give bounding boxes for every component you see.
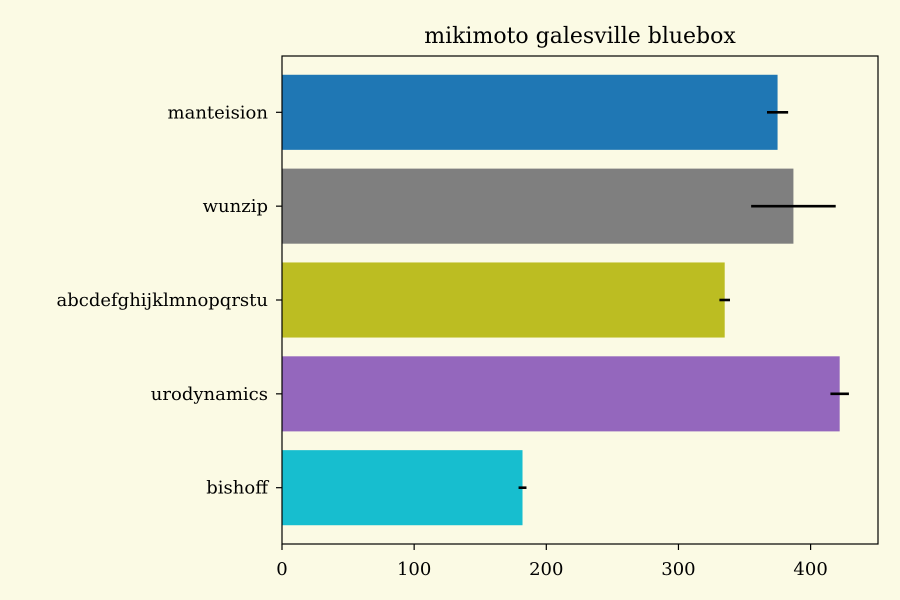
bar-abcdefghijklmnopqrstu bbox=[282, 262, 725, 338]
bars-layer bbox=[282, 74, 840, 526]
x-tick-label: 100 bbox=[397, 559, 431, 580]
y-tick-label: bishoff bbox=[206, 478, 269, 499]
y-tick-label: wunzip bbox=[203, 196, 268, 217]
bar-manteision bbox=[282, 74, 778, 150]
x-tick-label: 300 bbox=[661, 559, 695, 580]
bar-bishoff bbox=[282, 450, 523, 526]
x-axis: 0 100 200 300 400 bbox=[276, 544, 828, 580]
chart-title: mikimoto galesville bluebox bbox=[424, 24, 736, 49]
bar-urodynamics bbox=[282, 356, 840, 432]
x-tick-label: 200 bbox=[529, 559, 563, 580]
y-tick-label: manteision bbox=[168, 102, 269, 123]
error-bars-layer bbox=[518, 111, 849, 489]
y-tick-label: abcdefghijklmnopqrstu bbox=[57, 290, 269, 311]
bar-wunzip bbox=[282, 168, 794, 244]
x-tick-label: 0 bbox=[276, 559, 287, 580]
x-tick-label: 400 bbox=[793, 559, 827, 580]
y-axis: manteision wunzip abcdefghijklmnopqrstu uro… bbox=[57, 102, 282, 499]
y-tick-label: urodynamics bbox=[151, 384, 268, 405]
